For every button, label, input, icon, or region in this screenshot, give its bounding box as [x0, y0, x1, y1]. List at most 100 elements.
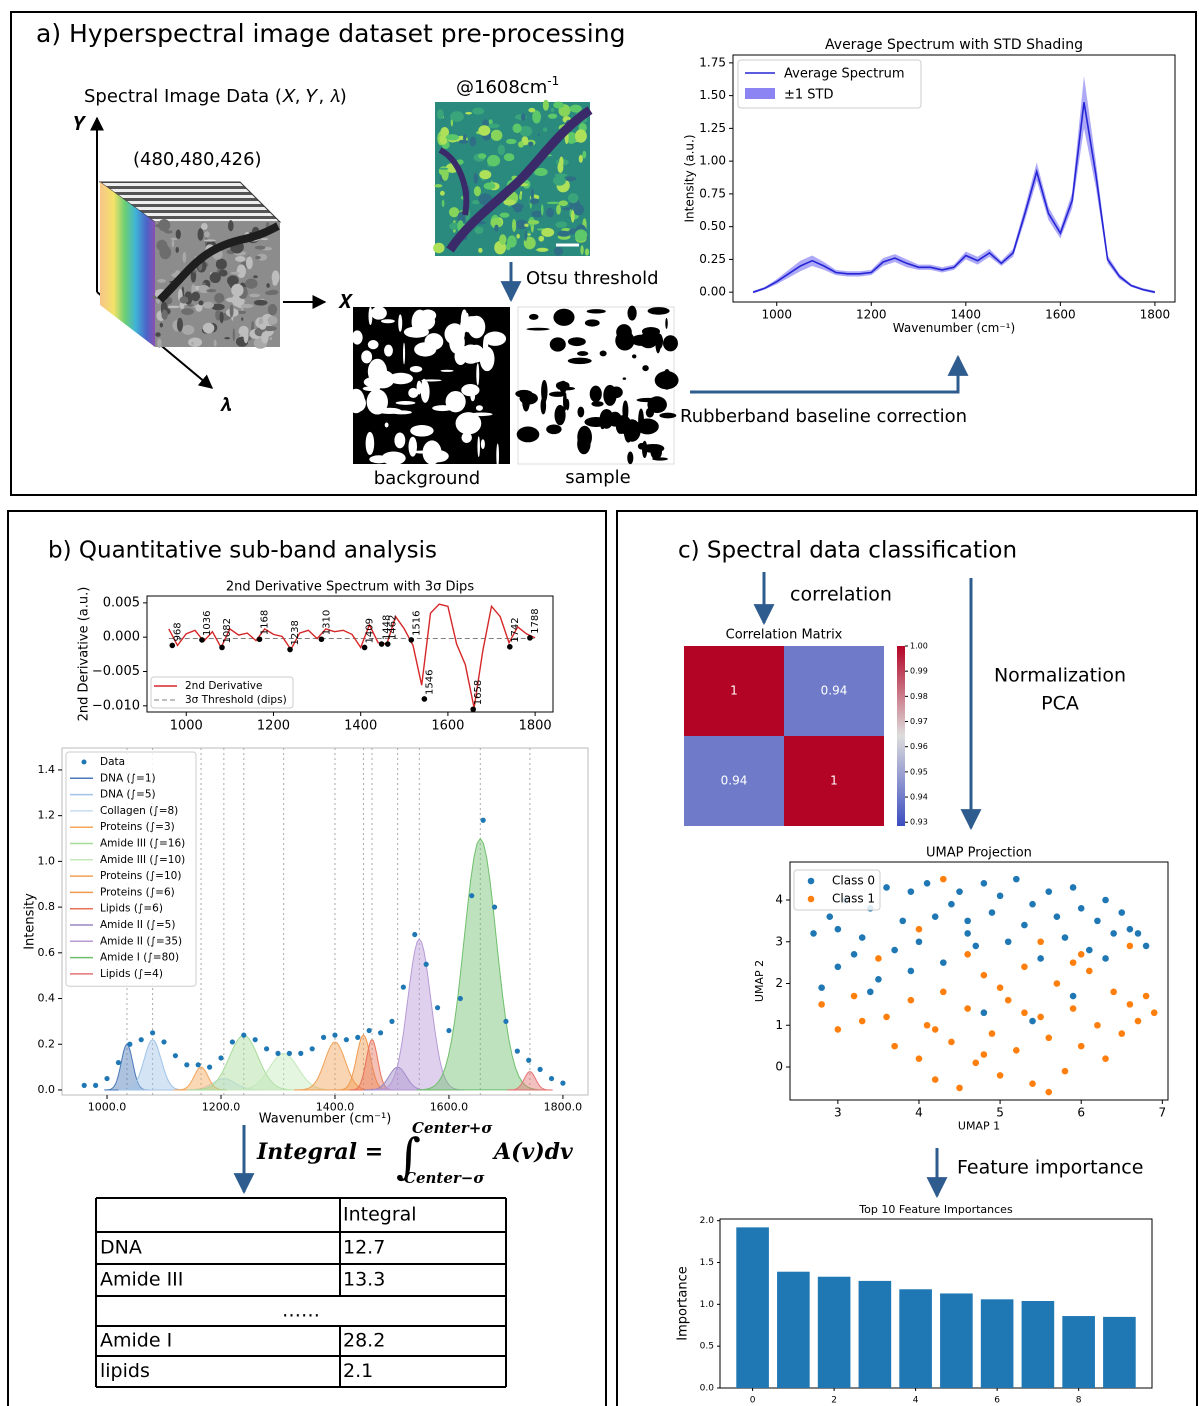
scatter-point — [1110, 930, 1117, 937]
data-point — [424, 962, 429, 967]
texture — [571, 210, 575, 223]
texture — [547, 202, 560, 204]
scatter-point — [972, 1060, 979, 1067]
legend-label: Lipids (∫=4) — [100, 968, 163, 980]
x-tick-label: 1800 — [1140, 308, 1171, 322]
scatter-point — [1037, 955, 1044, 962]
x-tick-label: 1200 — [856, 308, 887, 322]
texture — [516, 234, 520, 239]
data-point — [139, 1037, 144, 1042]
texture — [272, 278, 277, 286]
formula-upper: Center+σ — [412, 1119, 493, 1137]
texture — [577, 407, 584, 418]
texture — [478, 153, 486, 158]
scatter-point — [818, 984, 825, 991]
texture — [518, 141, 524, 147]
texture — [627, 306, 636, 321]
chart-title: Correlation Matrix — [726, 628, 843, 643]
texture — [579, 155, 583, 163]
texture — [198, 285, 209, 293]
axis-label: 𝒀 — [74, 113, 87, 135]
texture — [165, 230, 173, 233]
y-tick-label: 1.4 — [38, 763, 56, 776]
axis-label: 𝑿 — [338, 291, 353, 313]
y-tick-label: 0.2 — [38, 1037, 56, 1050]
texture — [382, 451, 406, 465]
texture — [446, 391, 466, 412]
scatter-point — [899, 918, 906, 925]
x-tick-label: 1600 — [431, 718, 464, 733]
table-cell: 2.1 — [343, 1360, 373, 1382]
texture — [410, 425, 433, 437]
texture — [476, 405, 483, 411]
texture — [466, 313, 468, 323]
texture — [458, 140, 468, 144]
texture — [648, 307, 670, 315]
cell-label: 0.94 — [821, 684, 848, 698]
scatter-point — [932, 1076, 939, 1083]
table-cell: DNA — [100, 1237, 142, 1259]
texture — [541, 204, 544, 215]
legend-swatch — [808, 896, 815, 903]
texture — [528, 142, 533, 147]
texture — [665, 318, 667, 329]
bar — [899, 1289, 932, 1388]
texture — [191, 342, 193, 345]
scatter-point — [972, 943, 979, 950]
texture — [536, 248, 548, 252]
dip-point — [422, 696, 428, 702]
scatter-point — [924, 1022, 931, 1029]
dip-label: 1168 — [260, 610, 271, 635]
scatter-point — [1037, 938, 1044, 945]
dip-label: 1546 — [424, 670, 435, 695]
texture — [506, 139, 517, 144]
texture — [474, 173, 479, 184]
data-point — [310, 1046, 315, 1051]
x-tick-label: 7 — [1159, 1106, 1167, 1120]
colorbar-label: 0.94 — [910, 793, 928, 802]
x-tick-label: 1600.0 — [430, 1100, 469, 1113]
scatter-point — [1005, 997, 1012, 1004]
texture — [663, 369, 671, 390]
scatter-point — [810, 930, 817, 937]
scatter-point — [1021, 964, 1028, 971]
texture — [439, 168, 448, 170]
texture — [414, 342, 436, 356]
scatter-point — [1013, 1047, 1020, 1054]
texture — [570, 105, 582, 113]
dip-point — [287, 647, 293, 653]
legend-label: Class 0 — [832, 874, 875, 888]
texture — [565, 176, 577, 181]
scatter-point — [1054, 913, 1061, 920]
x-tick-label: 8 — [1076, 1396, 1082, 1406]
dip-point — [470, 706, 476, 712]
texture — [249, 294, 260, 298]
texture — [214, 293, 224, 303]
texture — [437, 109, 444, 119]
data-point — [287, 1051, 292, 1056]
texture — [483, 335, 488, 357]
table-cell: lipids — [100, 1360, 150, 1382]
texture — [176, 229, 181, 239]
x-tick-label: 1800.0 — [544, 1100, 583, 1113]
legend-label: DNA (∫=1) — [100, 772, 156, 784]
y-tick-label: 0.8 — [38, 900, 56, 913]
texture — [488, 124, 500, 129]
colorbar-label: 0.97 — [910, 717, 928, 726]
texture — [156, 240, 167, 251]
table-cell: Amide III — [100, 1269, 183, 1291]
texture — [203, 302, 214, 309]
texture — [204, 239, 216, 241]
scatter-point — [1143, 943, 1150, 950]
texture — [191, 292, 200, 302]
colorbar-label: 0.99 — [910, 667, 928, 676]
colorbar — [897, 646, 905, 826]
texture — [241, 304, 253, 308]
texture — [546, 208, 554, 218]
bar — [736, 1227, 769, 1388]
texture — [470, 136, 477, 146]
texture — [559, 200, 568, 206]
scatter-point — [875, 955, 882, 962]
texture — [566, 399, 570, 411]
texture — [423, 440, 442, 464]
